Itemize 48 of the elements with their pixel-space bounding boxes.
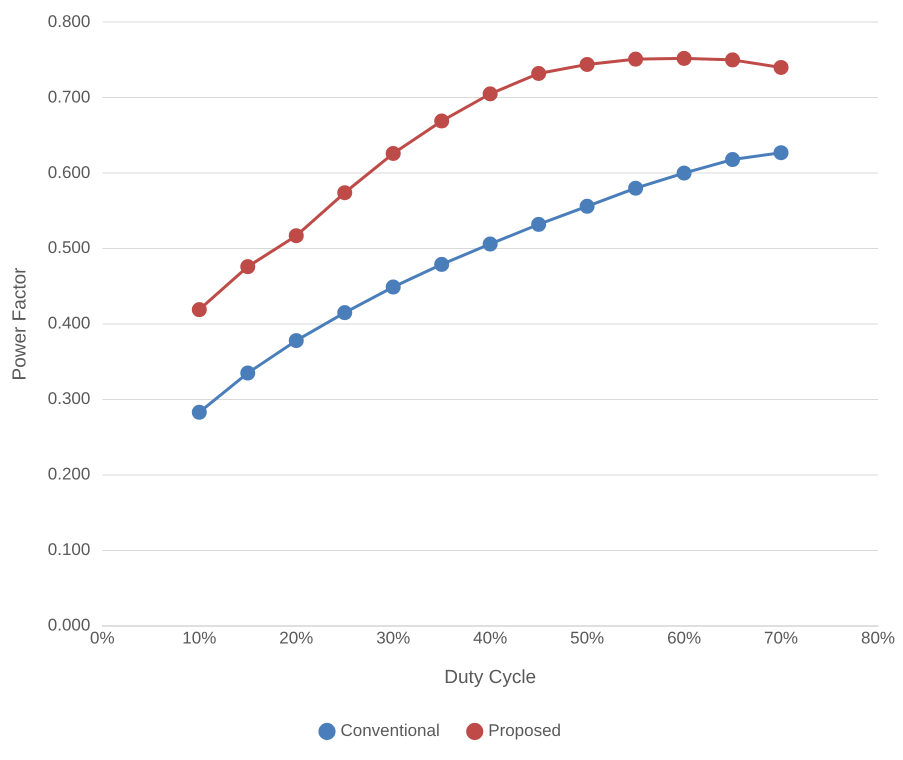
- point: [676, 50, 692, 66]
- y-tick-label: 0.000: [48, 615, 90, 634]
- x-tick-label: 80%: [860, 628, 896, 648]
- y-tick-label: 0.200: [48, 464, 90, 484]
- x-tick-label: 50%: [570, 628, 604, 648]
- point: [580, 56, 595, 72]
- point: [774, 145, 789, 160]
- point: [531, 216, 546, 232]
- x-tick-label: 30%: [376, 628, 410, 648]
- y-tick-label: 0.800: [48, 12, 90, 31]
- point: [240, 259, 256, 274]
- x-tick-label: 0%: [90, 628, 115, 648]
- x-tick-label: 60%: [667, 628, 702, 648]
- point: [628, 52, 644, 67]
- point: [580, 198, 595, 214]
- point: [482, 236, 498, 252]
- point: [192, 404, 207, 420]
- x-axis-title: Duty Cycle: [444, 666, 536, 688]
- point: [337, 185, 352, 200]
- y-tick-label: 0.700: [48, 87, 90, 106]
- point: [386, 146, 401, 161]
- point: [434, 114, 450, 129]
- y-tick-label: 0.400: [48, 314, 90, 333]
- point: [676, 166, 692, 181]
- y-tick-label: 0.100: [48, 540, 90, 560]
- x-tick-label: 20%: [279, 628, 314, 648]
- point: [482, 86, 498, 102]
- point: [628, 180, 644, 196]
- point: [240, 366, 256, 381]
- y-tick-label: 0.500: [48, 238, 90, 258]
- point: [725, 152, 740, 168]
- point: [725, 52, 740, 68]
- y-tick-label: 0.600: [48, 162, 90, 182]
- x-tick-label: 70%: [764, 628, 798, 648]
- point: [288, 333, 304, 348]
- point: [192, 302, 207, 318]
- y-tick-label: 0.300: [48, 389, 90, 408]
- point: [386, 280, 401, 295]
- x-tick-label: 10%: [182, 628, 216, 648]
- point: [337, 305, 352, 320]
- point: [774, 60, 789, 75]
- y-axis-title: Power Factor: [10, 266, 31, 380]
- legend-label: Conventional: [340, 721, 440, 740]
- point: [531, 66, 546, 82]
- legend-label: Proposed: [488, 721, 562, 740]
- x-tick-label: 40%: [473, 628, 508, 648]
- point: [288, 228, 304, 244]
- point: [434, 256, 450, 272]
